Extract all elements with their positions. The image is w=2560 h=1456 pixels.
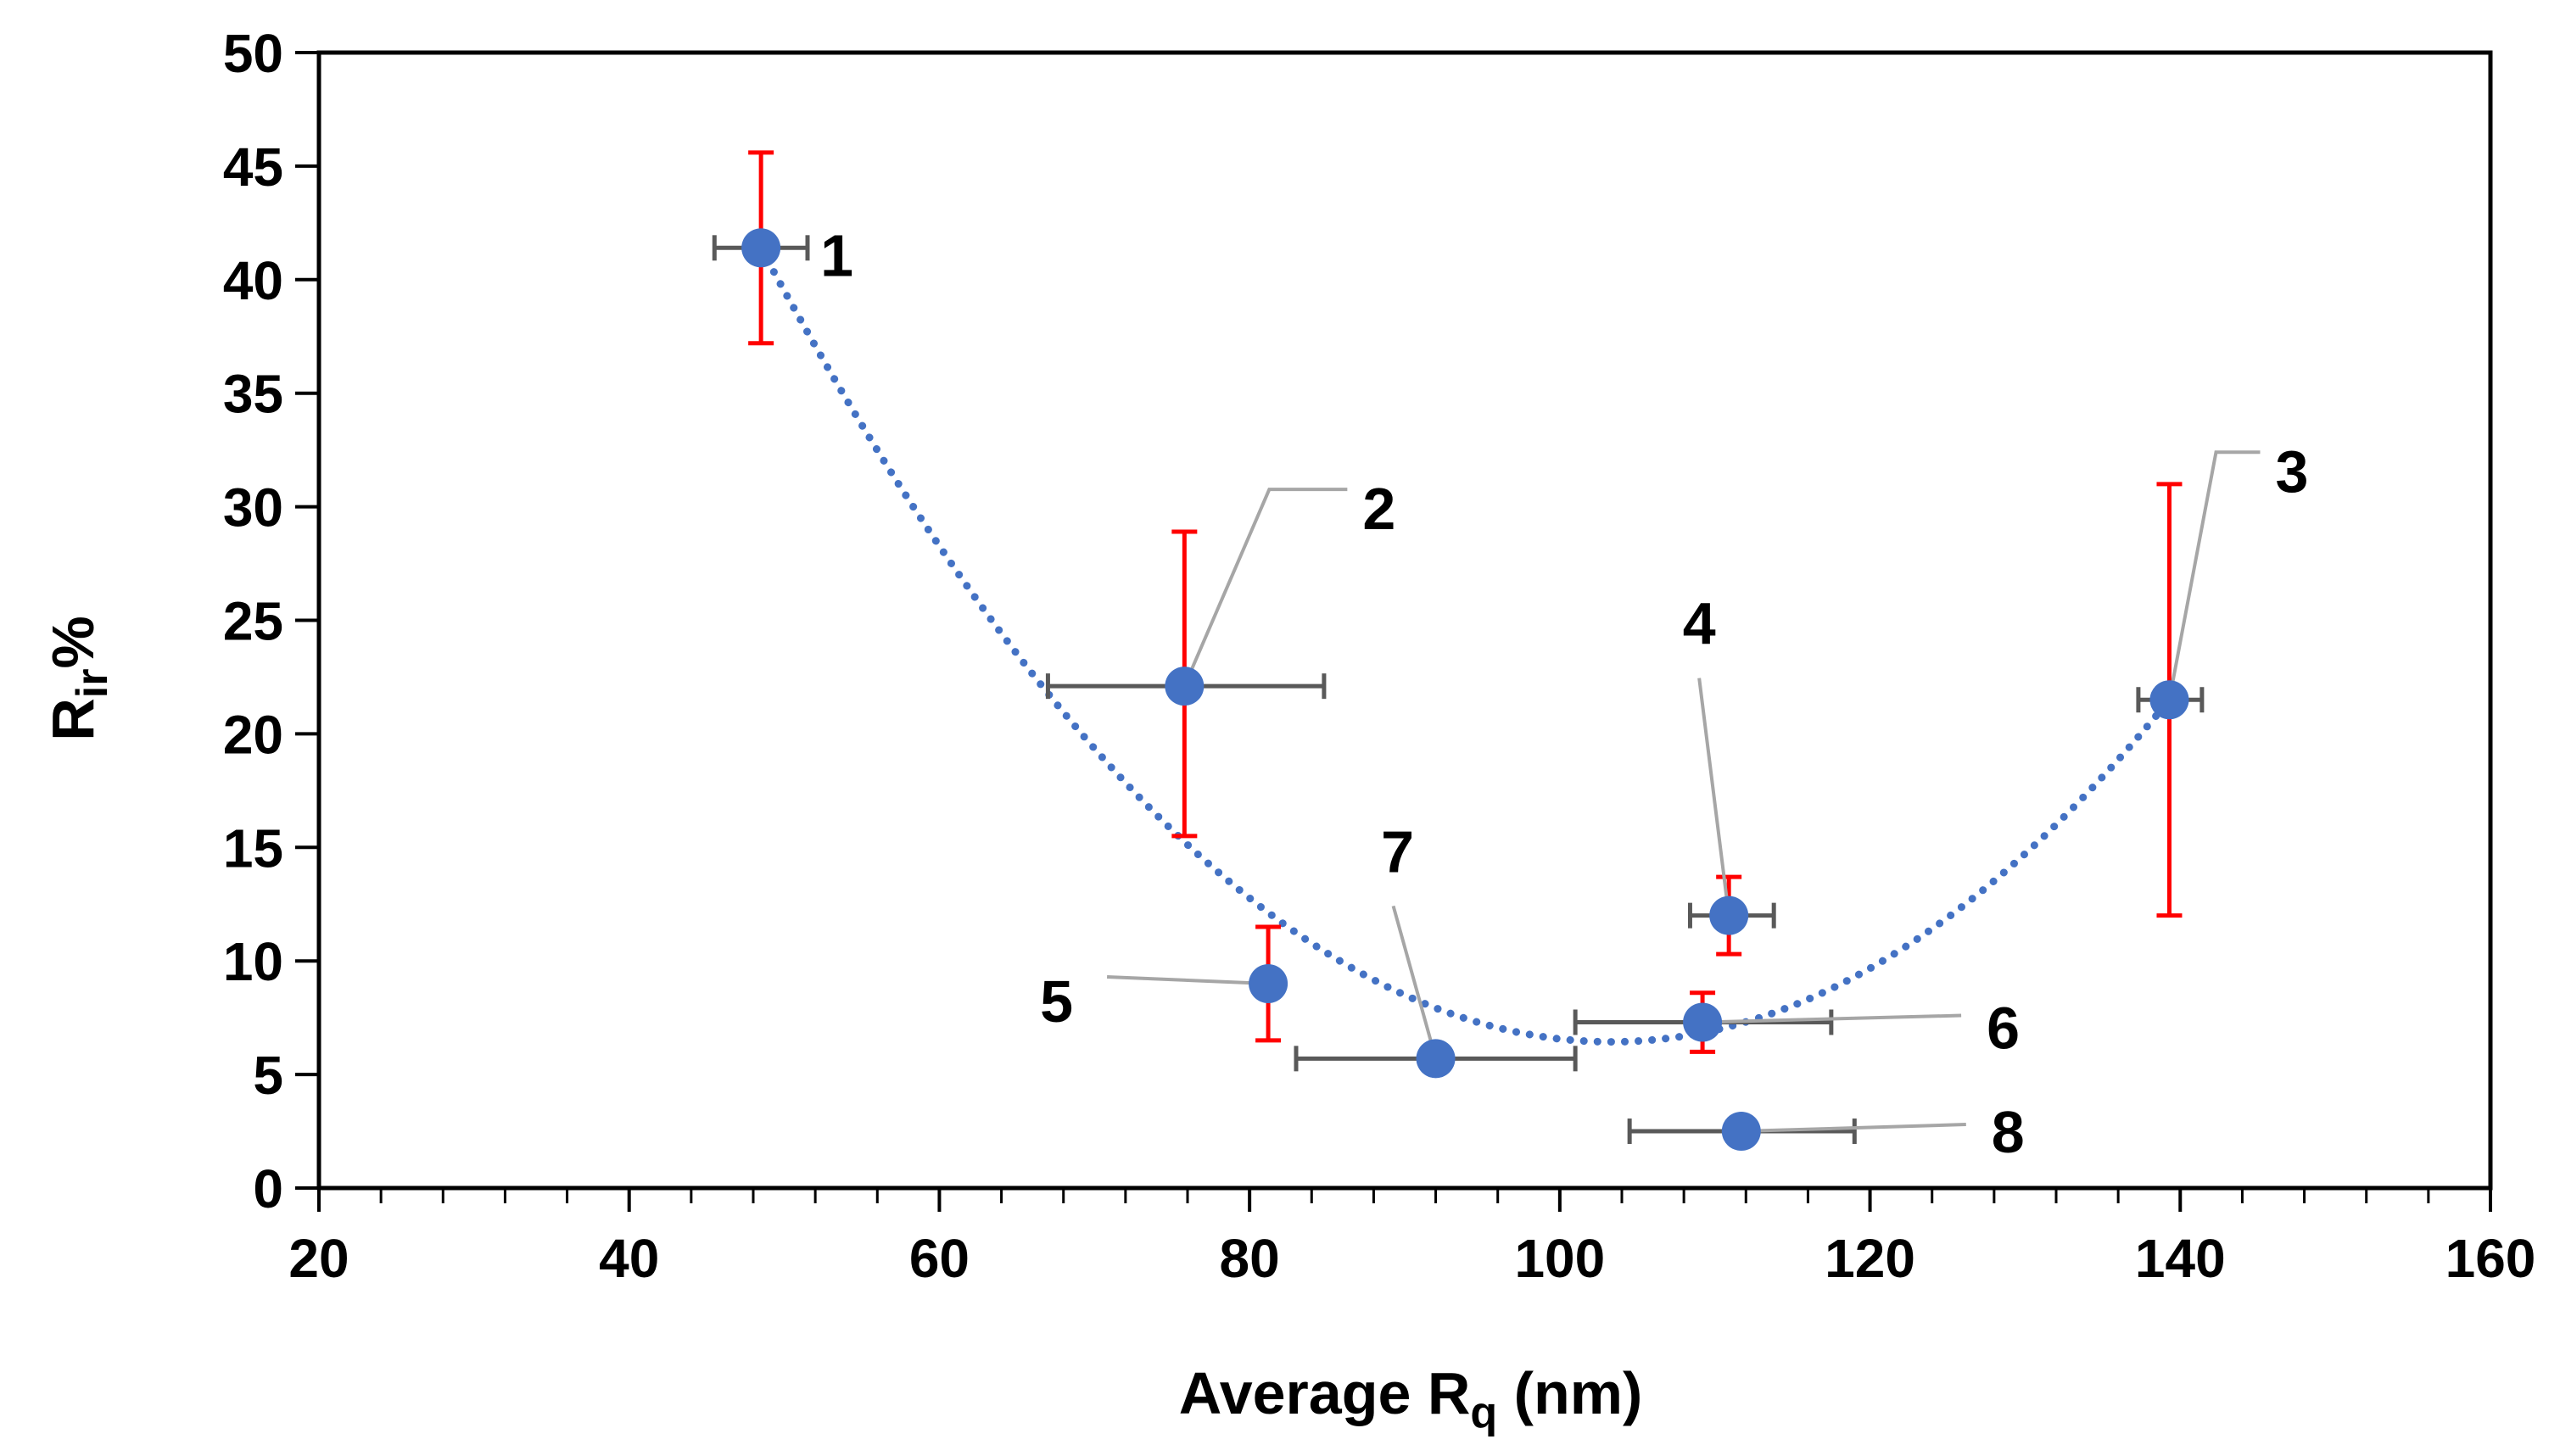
y-tick-label: 40 bbox=[223, 250, 283, 311]
x-axis-title: Average Rq (nm) bbox=[1179, 1360, 1643, 1437]
point-label-1: 1 bbox=[820, 222, 853, 288]
data-point-3 bbox=[2149, 680, 2189, 720]
leader-line-8 bbox=[1741, 1123, 1966, 1134]
error-bars-layer bbox=[712, 150, 2205, 1145]
point-label-8: 8 bbox=[1992, 1099, 2025, 1165]
y-axis-title: Rir% bbox=[40, 616, 117, 741]
leader-line-3 bbox=[2167, 450, 2261, 700]
y-axis-title-sub: ir bbox=[68, 669, 117, 699]
y-tick-label: 50 bbox=[223, 23, 283, 84]
y-tick-label: 35 bbox=[223, 364, 283, 425]
point-label-3: 3 bbox=[2275, 438, 2308, 505]
y-axis-title-main: R bbox=[40, 698, 106, 741]
leader-line-4 bbox=[1697, 678, 1731, 916]
point-label-2: 2 bbox=[1362, 476, 1395, 542]
y-tick-label: 0 bbox=[253, 1158, 283, 1219]
y-tick-label: 25 bbox=[223, 591, 283, 652]
x-axis-title-main: Average R bbox=[1179, 1360, 1471, 1426]
data-point-4 bbox=[1709, 895, 1749, 935]
y-tick-label: 10 bbox=[223, 931, 283, 992]
point-label-4: 4 bbox=[1683, 591, 1716, 657]
y-tick-label: 15 bbox=[223, 817, 283, 879]
data-point-7 bbox=[1416, 1039, 1456, 1079]
leader-line-5 bbox=[1107, 974, 1269, 985]
y-tick-label: 20 bbox=[223, 704, 283, 765]
axis-ticks bbox=[295, 51, 2492, 1212]
y-tick-label: 45 bbox=[223, 137, 283, 198]
x-tick-label: 100 bbox=[1514, 1228, 1605, 1289]
trendline-layer bbox=[757, 243, 2173, 1046]
x-tick-label: 60 bbox=[909, 1228, 970, 1289]
x-tick-label: 40 bbox=[599, 1228, 659, 1289]
x-tick-label: 80 bbox=[1220, 1228, 1280, 1289]
point-labels-layer: 1 2 3 4 5 6 7 8 bbox=[820, 222, 2308, 1165]
y-tick-label: 30 bbox=[223, 477, 283, 538]
point-label-5: 5 bbox=[1040, 968, 1073, 1035]
leader-line-6 bbox=[1702, 1013, 1962, 1024]
point-label-6: 6 bbox=[1987, 996, 2020, 1062]
x-axis-title-suffix: (nm) bbox=[1497, 1360, 1642, 1426]
leader-lines-layer bbox=[1107, 450, 2261, 1134]
x-tick-label: 20 bbox=[288, 1228, 349, 1289]
markers-layer bbox=[741, 228, 2189, 1152]
x-axis-title-sub: q bbox=[1470, 1388, 1497, 1437]
point-label-7: 7 bbox=[1381, 818, 1414, 884]
leader-line-7 bbox=[1391, 905, 1438, 1059]
x-tick-label: 120 bbox=[1825, 1228, 1915, 1289]
y-tick-label: 5 bbox=[253, 1045, 283, 1106]
leader-line-2 bbox=[1182, 488, 1348, 687]
polynomial-trendline bbox=[757, 243, 2173, 1046]
x-tick-label: 160 bbox=[2445, 1228, 2536, 1289]
y-axis-title-suffix: % bbox=[40, 616, 106, 668]
data-point-2 bbox=[1165, 667, 1205, 706]
data-point-5 bbox=[1249, 963, 1288, 1003]
x-tick-label: 140 bbox=[2135, 1228, 2226, 1289]
plot-area-frame bbox=[316, 50, 2493, 1191]
data-point-6 bbox=[1683, 1002, 1723, 1042]
data-point-8 bbox=[1721, 1112, 1761, 1152]
data-point-1 bbox=[741, 228, 781, 268]
